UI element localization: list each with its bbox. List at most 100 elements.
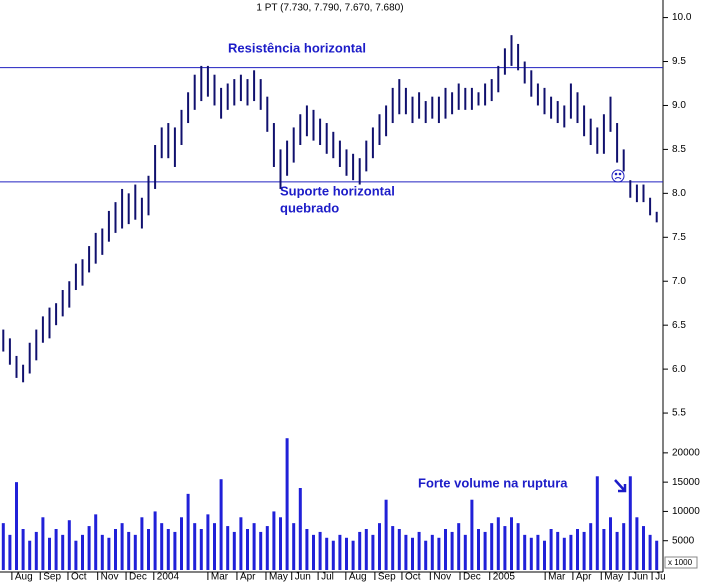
volume-bar (364, 529, 368, 570)
y-tick-label: 7.0 (672, 276, 686, 287)
y-tick-label: 5.5 (672, 408, 686, 419)
x-tick-label: Jul (321, 572, 334, 582)
x-tick-label: Mar (548, 572, 566, 582)
x-tick-label: Aug (349, 572, 367, 582)
volume-bar (358, 531, 362, 570)
volume-bar (463, 534, 467, 570)
volume-bar (622, 523, 626, 570)
volume-bar (430, 534, 434, 570)
x-tick-label: May (604, 572, 623, 582)
y-tick-label: 7.5 (672, 232, 686, 243)
volume-bar (8, 534, 12, 570)
x-tick-label: Dec (463, 572, 481, 582)
volume-bar (107, 537, 111, 570)
volume-bar (21, 529, 25, 570)
x-tick-label: 2004 (157, 572, 180, 582)
volume-bar (490, 523, 494, 570)
volume-bar (549, 529, 553, 570)
y-tick-label: 9.0 (672, 100, 686, 111)
volume-bar (226, 526, 230, 570)
volume-bar (536, 534, 540, 570)
volume-bar (384, 499, 388, 570)
volume-bar (411, 537, 414, 570)
volume-bar (67, 520, 71, 570)
volume-bar (213, 523, 216, 570)
volume-bar (496, 517, 500, 570)
volume-bar (483, 531, 487, 570)
volume-bar (371, 534, 375, 570)
volume-bar (325, 537, 329, 570)
y-tick-label: 6.0 (672, 364, 686, 375)
volume-bar (477, 529, 480, 570)
y-tick-label: 8.5 (672, 144, 686, 155)
x-tick-label: May (269, 572, 288, 582)
volume-bar (582, 531, 586, 570)
volume-bar (265, 526, 269, 570)
y-tick-label: 9.5 (672, 56, 686, 67)
y-tick-label: 10.0 (672, 12, 692, 23)
volume-bar (378, 523, 381, 570)
volume-bar (351, 540, 355, 570)
volume-bar (338, 534, 342, 570)
volume-bar (655, 540, 659, 570)
volume-bar (48, 537, 51, 570)
volume-bar (81, 534, 84, 570)
volume-bar (444, 529, 447, 570)
volume-bar (562, 537, 566, 570)
volume-bar (397, 529, 401, 570)
volume-bar (279, 517, 282, 570)
volume-bar (100, 534, 104, 570)
volume-bar (543, 540, 546, 570)
volume-bar (516, 523, 520, 570)
volume-bar (87, 526, 91, 570)
volume-bar (345, 537, 348, 570)
volume-bar (120, 523, 124, 570)
volume-bar (523, 534, 527, 570)
volume-bar (259, 531, 263, 570)
volume-bar (285, 438, 289, 570)
volume-bar (589, 523, 593, 570)
y2-tick-label: 10000 (672, 506, 700, 517)
volume-bar (41, 517, 45, 570)
volume-bar (232, 531, 236, 570)
volume-bar (595, 476, 599, 570)
y-tick-label: 8.0 (672, 188, 686, 199)
x-tick-label: Apr (240, 572, 256, 582)
x-tick-label: Sep (378, 572, 396, 582)
volume-bar (140, 517, 144, 570)
volume-bar (252, 523, 256, 570)
volume-bar (94, 514, 98, 570)
volume-bar (424, 540, 428, 570)
x-tick-label: Aug (15, 572, 33, 582)
volume-bar (648, 534, 652, 570)
volume-bar (503, 526, 507, 570)
y2-tick-label: 20000 (672, 447, 700, 458)
volume-bar (193, 523, 197, 570)
volume-bar (239, 517, 243, 570)
volume-bar (61, 534, 65, 570)
y2-tick-label: 15000 (672, 477, 700, 488)
chart-title: 1 PT (7.730, 7.790, 7.670, 7.680) (256, 3, 403, 14)
volume-bar (34, 531, 38, 570)
x-tick-label: Mar (211, 572, 229, 582)
volume-bar (54, 529, 58, 570)
volume-bar (206, 514, 210, 570)
volume-bar (510, 517, 513, 570)
sad-face (611, 169, 625, 183)
volume-bar (180, 517, 183, 570)
volume-bar (173, 531, 177, 570)
annotation: Forte volume na ruptura (418, 475, 568, 490)
volume-bar (272, 511, 276, 570)
volume-bar (615, 531, 619, 570)
volume-bar (404, 534, 408, 570)
volume-bar (391, 526, 395, 570)
volume-bar (312, 534, 315, 570)
y-tick-label: 6.5 (672, 320, 686, 331)
volume-bar (529, 537, 533, 570)
volume-bar (186, 493, 190, 570)
x-tick-label: Oct (405, 572, 421, 582)
x-tick-label: Dec (129, 572, 147, 582)
volume-bar (628, 476, 632, 570)
volume-bar (199, 529, 203, 570)
